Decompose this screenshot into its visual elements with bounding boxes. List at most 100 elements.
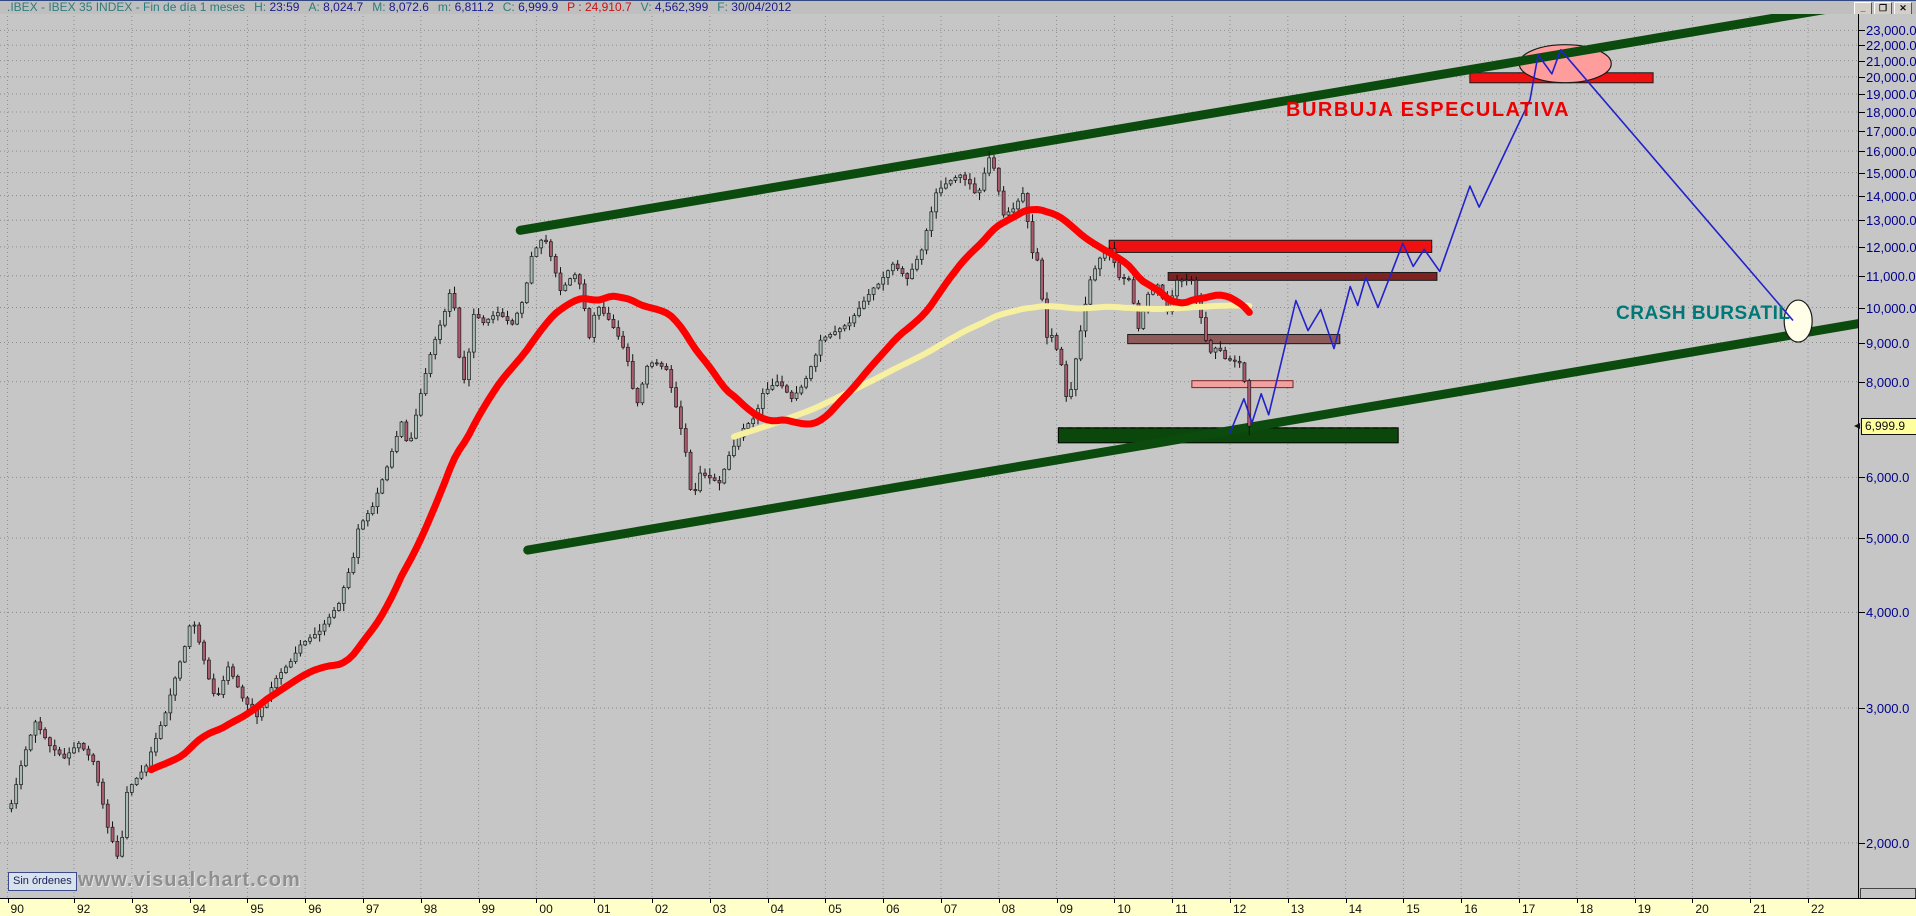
candle — [496, 306, 500, 321]
candle — [481, 315, 486, 326]
candle — [611, 314, 616, 329]
year-axis-label: 05 — [828, 902, 842, 916]
candle — [1074, 357, 1078, 397]
quote-field: P : 24,910.7 — [567, 0, 632, 14]
minimize-button[interactable]: _ — [1854, 2, 1872, 14]
candle — [1208, 338, 1213, 355]
candle — [592, 312, 597, 343]
candle — [963, 171, 967, 186]
year-axis-label: 02 — [655, 902, 669, 916]
candle — [688, 449, 693, 491]
candle — [977, 187, 982, 201]
year-tick — [247, 899, 249, 903]
year-tick — [1692, 899, 1694, 903]
candle — [105, 799, 110, 834]
candle — [86, 745, 91, 761]
price-axis-label: 13,000.0 — [1866, 213, 1916, 229]
candle — [293, 646, 298, 664]
candle — [664, 363, 669, 371]
quote-fields: H: 23:59 A: 8,024.7 M: 8,072.6 m: 6,811.2 C:… — [245, 0, 791, 14]
candle — [1078, 325, 1083, 362]
year-axis-label: 00 — [539, 902, 553, 916]
year-tick — [998, 899, 1000, 903]
candle — [520, 301, 524, 319]
candle — [341, 585, 346, 612]
candle — [52, 739, 57, 757]
candle — [1131, 276, 1136, 305]
candle — [529, 251, 534, 285]
year-axis-label: 14 — [1348, 902, 1362, 916]
price-tick — [1859, 477, 1865, 479]
candle — [809, 365, 813, 382]
no-orders-button[interactable]: Sin órdenes — [8, 872, 77, 891]
price-tick — [1859, 195, 1865, 197]
candle — [14, 777, 19, 809]
candle — [558, 267, 563, 296]
candle — [1242, 361, 1247, 383]
candle — [38, 716, 43, 735]
candle — [129, 783, 134, 796]
candle — [770, 378, 775, 391]
price-tick — [1859, 60, 1865, 62]
price-axis-label: 21,000.0 — [1866, 53, 1916, 69]
candle — [1040, 257, 1045, 302]
candle — [847, 316, 852, 331]
candle — [1001, 186, 1006, 218]
trend-channel — [515, 14, 1858, 555]
year-tick — [941, 899, 942, 903]
price-axis[interactable]: 23,000.0 22,000.0 21,000.0 20,000.0 19,000.0… — [1854, 14, 1916, 898]
candle — [67, 747, 72, 766]
year-axis-label: 98 — [423, 902, 438, 916]
price-axis-label: 8,000.0 — [1866, 374, 1910, 390]
price-tick — [1859, 708, 1865, 710]
candlesticks — [9, 151, 1252, 860]
candle — [1016, 198, 1020, 213]
candle — [910, 263, 914, 280]
price-tick — [1859, 172, 1865, 174]
quote-field: A: 8,024.7 — [308, 0, 364, 14]
year-axis-label: 18 — [1579, 902, 1594, 916]
candle — [134, 777, 139, 786]
year-tick — [74, 899, 75, 903]
year-axis-label: 06 — [886, 902, 900, 916]
visualchart-watermark: www.visualchart.com — [78, 869, 301, 891]
year-axis-label: 09 — [1059, 902, 1073, 916]
year-axis-label: 90 — [10, 902, 24, 916]
candle — [154, 732, 158, 757]
candle — [9, 799, 14, 813]
candle — [76, 741, 81, 753]
candle — [173, 676, 178, 701]
candle — [394, 430, 399, 454]
candle — [1088, 276, 1093, 308]
candle — [568, 277, 572, 287]
candle — [881, 271, 886, 291]
candle — [524, 281, 529, 305]
year-tick — [478, 899, 480, 903]
medium-ma-red — [147, 206, 1253, 774]
year-axis-label: 16 — [1464, 902, 1478, 916]
time-axis[interactable]: 90 92 93 94 95 96 97 98 99 00 01 02 03 04 05 06 07 08 09 10… — [0, 898, 1916, 916]
candle — [91, 753, 96, 766]
candle — [876, 282, 881, 290]
year-tick — [131, 899, 133, 903]
zone-10900-11100 — [1167, 271, 1438, 281]
candle — [120, 830, 125, 858]
maximize-button[interactable]: ❐ — [1874, 2, 1892, 14]
candle — [332, 607, 336, 619]
year-axis-label: 22 — [1811, 902, 1825, 916]
candlestick-chart-canvas[interactable] — [0, 14, 1858, 898]
candle — [780, 375, 784, 389]
candle — [606, 306, 611, 321]
close-button[interactable]: ✕ — [1894, 2, 1912, 14]
candle — [505, 310, 510, 325]
candle — [626, 343, 630, 367]
candle — [23, 746, 28, 768]
candle — [669, 365, 674, 393]
candle — [139, 765, 144, 781]
candle — [573, 272, 577, 283]
candle — [182, 645, 187, 663]
candle — [1054, 333, 1059, 352]
quote-field: m: 6,811.2 — [437, 0, 494, 14]
candle — [996, 167, 1001, 196]
candle — [1175, 275, 1179, 302]
